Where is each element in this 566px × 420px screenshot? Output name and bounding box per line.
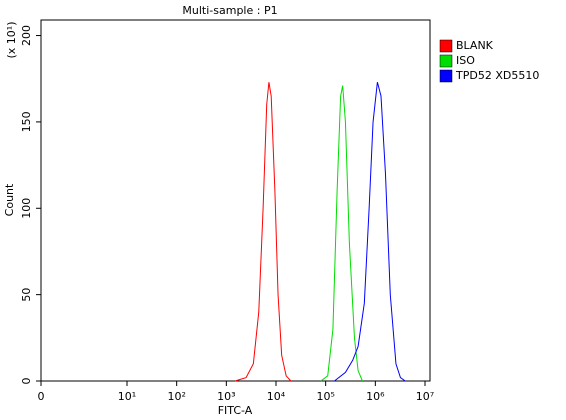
x-tick-label: 10⁶ <box>366 390 385 403</box>
x-tick-label: 10⁴ <box>267 390 286 403</box>
y-tick-label: 0 <box>20 378 33 385</box>
y-tick-label: 150 <box>20 111 33 132</box>
x-tick-label: 0 <box>38 390 45 403</box>
plot-frame <box>40 19 431 382</box>
series-line <box>320 85 363 382</box>
legend-swatch <box>439 69 453 83</box>
legend-label: ISO <box>456 54 475 67</box>
series-line <box>234 82 292 382</box>
x-tick-label: 10⁵ <box>316 390 334 403</box>
legend-label: TPD52 XD5510 <box>455 69 539 82</box>
x-tick-label: 10³ <box>217 390 235 403</box>
x-tick-label: 10⁷ <box>416 390 434 403</box>
x-tick-label: 10² <box>167 390 185 403</box>
x-tick-label: 10¹ <box>118 390 136 403</box>
y-tick-label: 50 <box>20 288 33 302</box>
legend-swatch <box>439 54 453 68</box>
x-axis-label: FITC-A <box>218 404 253 417</box>
legend-swatch <box>439 39 453 53</box>
y-tick-label: 200 <box>20 25 33 46</box>
y-axis-label: Count <box>3 183 16 216</box>
y-multiplier: (x 10¹) <box>5 22 18 59</box>
series-line <box>334 82 406 382</box>
chart-title: Multi-sample : P1 <box>182 4 277 17</box>
legend-label: BLANK <box>456 39 494 52</box>
y-tick-label: 100 <box>20 198 33 219</box>
